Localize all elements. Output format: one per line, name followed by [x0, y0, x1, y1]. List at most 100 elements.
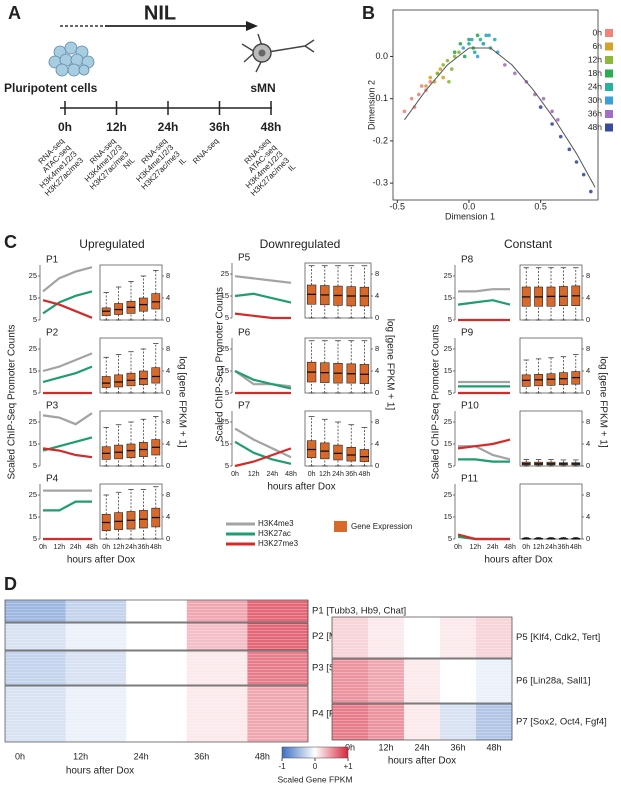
heatmap-frame [4, 622, 309, 651]
box [333, 444, 343, 461]
column-title: Constant [504, 237, 553, 251]
x-tick-label: 24h [545, 544, 557, 551]
point [550, 122, 554, 126]
arrow-title: NIL [144, 2, 176, 24]
timepoint-label: 36h [209, 120, 230, 134]
y-tick-label: 25 [29, 490, 37, 499]
colorbar-tick-label: +1 [343, 762, 353, 771]
point [481, 41, 486, 46]
y-tick-label: 15 [444, 293, 452, 302]
y2-tick-label: 8 [166, 490, 170, 499]
y-tick-label: 5 [448, 388, 452, 397]
x-tick-label: 48h [150, 544, 162, 551]
box [126, 372, 136, 387]
y-axis-label: Scaled ChIP-Seq Promoter Counts [7, 324, 18, 479]
y-tick-label: 15 [221, 439, 229, 448]
block-label: P1 [Tubb3, Hb9, Chat] [312, 606, 406, 617]
pattern-label: P4 [46, 474, 59, 485]
point [452, 54, 457, 59]
x-tick-label: 24h [266, 471, 278, 478]
y-tick-label: 15 [444, 439, 452, 448]
y2-tick-label: 4 [375, 291, 379, 300]
point [458, 41, 463, 46]
x-tick-label: 48h [570, 544, 582, 551]
y-tick-label: 25 [221, 269, 229, 278]
y-axis-label: Dimension 2 [366, 80, 376, 130]
legend-swatch [605, 83, 613, 91]
x-tick-label: 0h [231, 471, 239, 478]
point [445, 58, 450, 63]
x-tick-label: 0.5 [534, 201, 547, 211]
pattern-label: P9 [461, 328, 474, 339]
histone-line [234, 370, 292, 390]
neuron-icon [241, 33, 315, 73]
pattern-label: P1 [46, 255, 59, 266]
box [114, 374, 123, 388]
heatmap-frame [331, 658, 513, 704]
timepoint-label: 12h [106, 120, 127, 134]
legend-label: 6h [593, 41, 603, 51]
point [574, 160, 579, 164]
y2-tick-label: 8 [166, 344, 170, 353]
y2-axis-label: log [gene FPKM + 1] [597, 356, 608, 448]
pattern-label: P10 [461, 401, 479, 412]
y-tick-label: 5 [33, 315, 37, 324]
heatmap-frame [331, 703, 513, 741]
box [139, 370, 148, 386]
histone-line [234, 312, 291, 320]
point [550, 109, 554, 114]
x-tick-label: 36h [558, 544, 570, 551]
y2-tick-label: 4 [166, 512, 170, 521]
x-axis-label: hours after Dox [267, 482, 335, 493]
pattern-label: P7 [238, 401, 251, 412]
legend-label: 12h [588, 54, 602, 64]
point [447, 79, 451, 84]
y-tick-label: 15 [29, 293, 37, 302]
y-tick-label: 25 [29, 271, 37, 280]
y-tick-label: 15 [444, 366, 452, 375]
pattern-label: P11 [461, 474, 478, 485]
x-tick-label: 12h [319, 471, 331, 478]
y2-tick-label: 0 [166, 315, 170, 324]
point [556, 117, 560, 122]
x-tick-label: 24h [70, 544, 82, 551]
x-tick-label: 0h [522, 544, 530, 551]
y2-tick-label: 8 [375, 344, 379, 353]
heatmap-texture [5, 600, 308, 622]
legend-swatch [605, 110, 613, 118]
colorbar-tick-label: 0 [313, 762, 318, 771]
point [503, 63, 507, 67]
x-tick-label: 36h [345, 471, 357, 478]
legend-swatch [605, 29, 613, 37]
y2-tick-label: 0 [166, 534, 170, 543]
point [402, 109, 407, 114]
y-tick-label: 15 [221, 291, 229, 300]
column-title: Downregulated [260, 237, 341, 251]
box-frame [519, 483, 583, 540]
legend-label: 48h [588, 122, 602, 132]
histone-line [457, 438, 511, 450]
y2-tick-label: 8 [375, 269, 379, 278]
y2-tick-label: 0 [375, 313, 379, 322]
y-tick-label: 15 [221, 366, 229, 375]
point [492, 37, 497, 42]
x-tick-label: 48h [285, 471, 297, 478]
point [424, 84, 428, 88]
y-tick-label: -0.2 [372, 135, 388, 145]
y2-tick-label: 4 [586, 293, 590, 302]
point [538, 105, 543, 109]
panel-letter: A [8, 3, 21, 23]
y2-tick-label: 0 [375, 461, 379, 470]
legend-label: Gene Expression [351, 522, 412, 531]
histone-line [42, 412, 93, 426]
y2-tick-label: 0 [166, 388, 170, 397]
y-tick-label: -0.3 [372, 177, 388, 187]
legend-label: 18h [588, 68, 602, 78]
y-tick-label: 5 [225, 461, 229, 470]
y2-tick-label: 8 [166, 271, 170, 280]
x-tick-label: 12h [113, 544, 125, 551]
x-tick-label: 0h [454, 544, 462, 551]
principal-curve [404, 47, 596, 188]
heatmap-texture [332, 704, 512, 740]
point [487, 33, 491, 38]
